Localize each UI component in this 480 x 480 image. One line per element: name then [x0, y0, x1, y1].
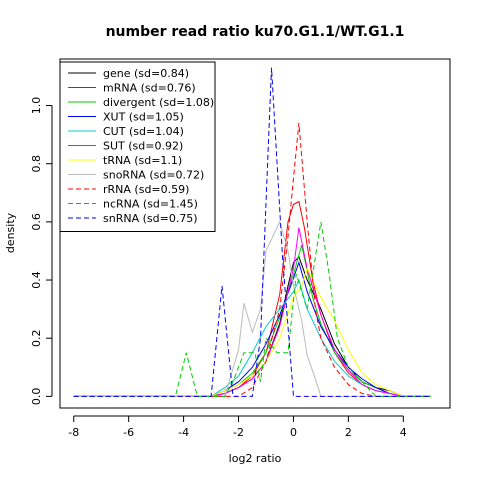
legend-label-10: snRNA (sd=0.75) — [103, 212, 198, 225]
legend-label-5: SUT (sd=0.92) — [103, 140, 183, 153]
x-tick-label-3: -2 — [233, 426, 244, 439]
x-tick-label-4: 0 — [290, 426, 297, 439]
axes: -8 -6 -4 -2 0 2 4 0.0 0.2 0.4 0.6 0.8 1.0 — [30, 97, 407, 439]
y-tick-label-1: 0.2 — [30, 329, 43, 347]
y-tick-label-0: 0.0 — [30, 388, 43, 406]
y-axis-label: density — [4, 212, 17, 253]
x-tick-label-2: -4 — [178, 426, 189, 439]
series-layer — [73, 67, 431, 397]
legend-label-4: CUT (sd=1.04) — [103, 125, 184, 138]
y-tick-label-5: 1.0 — [30, 97, 43, 115]
legend-label-0: gene (sd=0.84) — [103, 67, 189, 80]
legend-label-8: rRNA (sd=0.59) — [103, 183, 189, 196]
y-tick-label-4: 0.8 — [30, 155, 43, 173]
series-line-6 — [73, 267, 431, 397]
legend-label-6: tRNA (sd=1.1) — [103, 154, 182, 167]
y-tick-label-3: 0.6 — [30, 213, 43, 231]
legend-label-7: snoRNA (sd=0.72) — [103, 169, 204, 182]
plot-frame — [59, 58, 451, 409]
legend-label-2: divergent (sd=1.08) — [103, 96, 214, 109]
series-line-5 — [73, 227, 431, 397]
series-line-7 — [73, 220, 431, 397]
legend-label-1: mRNA (sd=0.76) — [103, 82, 196, 95]
series-line-10 — [73, 67, 431, 397]
series-line-3 — [73, 260, 431, 397]
legend-label-3: XUT (sd=1.05) — [103, 111, 184, 124]
x-tick-label-0: -8 — [68, 426, 79, 439]
x-tick-label-1: -6 — [123, 426, 134, 439]
x-axis-label: log2 ratio — [229, 452, 282, 465]
chart-title: number read ratio ku70.G1.1/WT.G1.1 — [106, 24, 405, 40]
y-tick-label-2: 0.4 — [30, 271, 43, 289]
legend-label-9: ncRNA (sd=1.45) — [103, 198, 198, 211]
legend: gene (sd=0.84) mRNA (sd=0.76)divergent (s… — [59, 61, 216, 232]
x-tick-label-5: 2 — [345, 426, 352, 439]
x-tick-label-6: 4 — [400, 426, 407, 439]
